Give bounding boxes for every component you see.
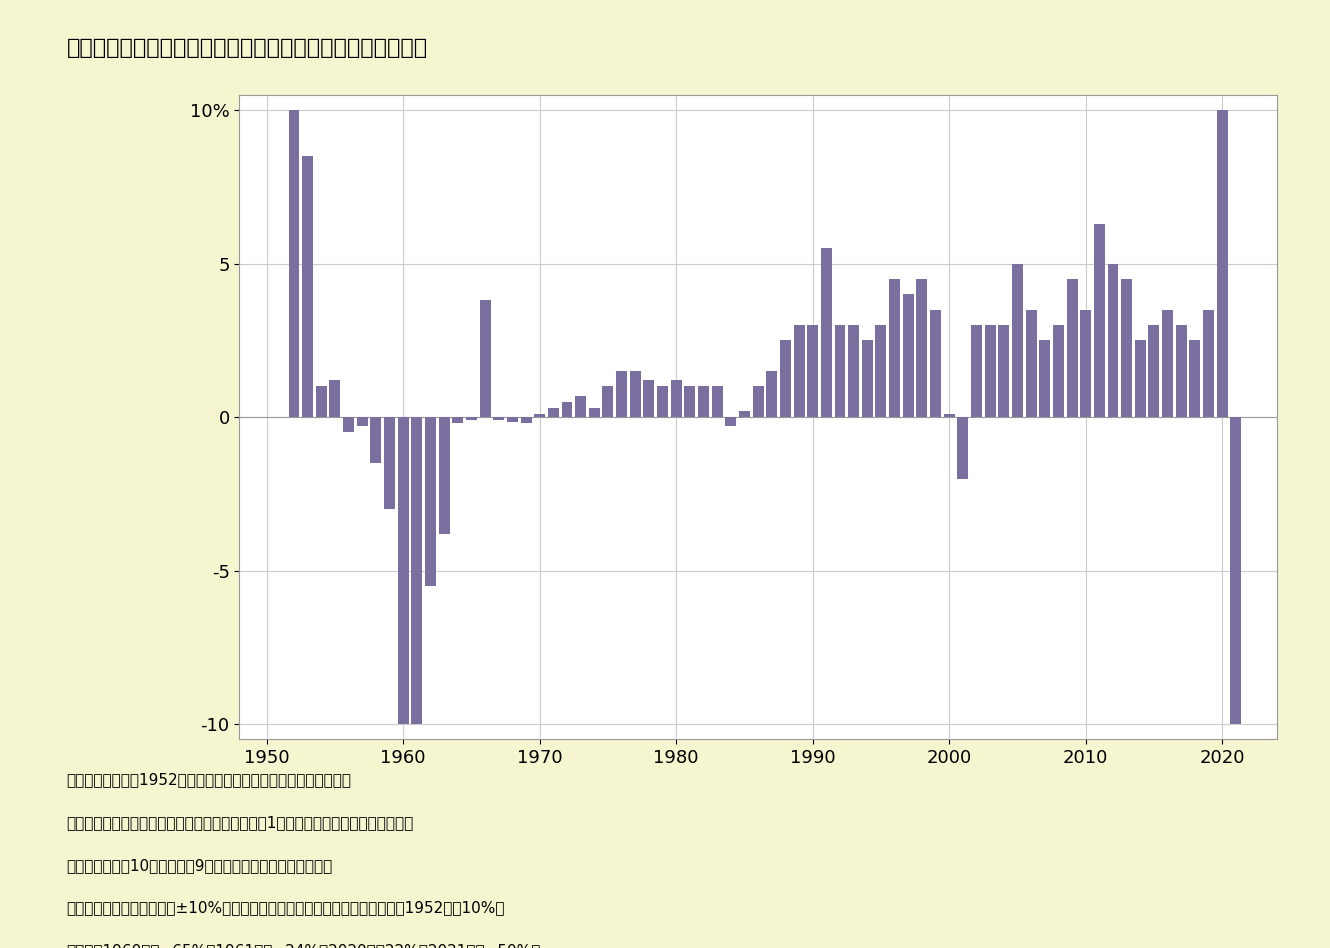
Bar <box>520 417 532 423</box>
Bar <box>1012 264 1023 417</box>
Bar <box>739 411 750 417</box>
Bar <box>1162 310 1173 417</box>
Bar <box>875 325 886 417</box>
Bar <box>1025 310 1036 417</box>
Bar <box>958 417 968 479</box>
Bar <box>1134 340 1145 417</box>
Bar <box>903 294 914 417</box>
Bar <box>561 402 572 417</box>
Bar <box>589 408 600 417</box>
Bar <box>315 387 327 417</box>
Text: （注３）紙幅の都合により±10%で表示を打ち切った。打ち切った年の値は、1952年が10%、: （注３）紙幅の都合により±10%で表示を打ち切った。打ち切った年の値は、1952… <box>66 901 505 916</box>
Text: （注１）データは1952年以降の暦年単位。短期滞在を除いた値。: （注１）データは1952年以降の暦年単位。短期滞在を除いた値。 <box>66 773 351 788</box>
Bar <box>452 417 463 423</box>
Bar <box>807 325 818 417</box>
Bar <box>1093 224 1105 417</box>
Bar <box>779 340 791 417</box>
Bar <box>821 248 831 417</box>
Bar <box>766 371 777 417</box>
Bar <box>685 387 696 417</box>
Bar <box>465 417 477 420</box>
Bar <box>1176 325 1186 417</box>
Bar <box>630 371 641 417</box>
Bar <box>507 417 517 422</box>
Bar <box>343 417 354 432</box>
Bar <box>439 417 450 534</box>
Bar <box>890 279 900 417</box>
Bar <box>1039 340 1051 417</box>
Bar <box>616 371 626 417</box>
Bar <box>944 414 955 417</box>
Bar <box>371 417 382 464</box>
Bar <box>356 417 367 427</box>
Bar <box>725 417 737 427</box>
Bar <box>398 417 408 724</box>
Text: 1960年が−65%、1961年が−24%、2020年が22%、2021年が−50%。: 1960年が−65%、1961年が−24%、2020年が22%、2021年が−5… <box>66 943 541 948</box>
Bar <box>493 417 504 420</box>
Bar <box>670 380 682 417</box>
Bar <box>849 325 859 417</box>
Bar <box>1080 310 1091 417</box>
Bar <box>480 301 491 417</box>
Bar <box>1067 279 1077 417</box>
Bar <box>411 417 423 724</box>
Bar <box>1217 110 1228 417</box>
Bar <box>712 387 722 417</box>
Bar <box>999 325 1009 417</box>
Bar <box>1204 310 1214 417</box>
Bar <box>1121 279 1132 417</box>
Bar <box>426 417 436 586</box>
Bar <box>984 325 996 417</box>
Bar <box>644 380 654 417</box>
Bar <box>916 279 927 417</box>
Bar <box>1108 264 1119 417</box>
Bar <box>1230 417 1241 724</box>
Bar <box>1189 340 1201 417</box>
Bar <box>753 387 763 417</box>
Bar <box>1053 325 1064 417</box>
Bar <box>930 310 942 417</box>
Bar <box>834 325 846 417</box>
Bar <box>330 380 340 417</box>
Bar <box>698 387 709 417</box>
Bar <box>302 156 313 417</box>
Bar <box>575 395 587 417</box>
Bar <box>535 414 545 417</box>
Bar <box>1149 325 1160 417</box>
Bar <box>602 387 613 417</box>
Bar <box>794 325 805 417</box>
Bar <box>384 417 395 509</box>
Bar <box>289 110 299 417</box>
Text: 図表４　外国人の入国者数に対する入国超過数の比率の推移: 図表４ 外国人の入国者数に対する入国超過数の比率の推移 <box>66 38 428 58</box>
Bar <box>971 325 982 417</box>
Text: （前年10月から当年9月を集計）とは、ずれがある。: （前年10月から当年9月を集計）とは、ずれがある。 <box>66 858 332 873</box>
Bar <box>657 387 668 417</box>
Bar <box>862 340 872 417</box>
Bar <box>548 408 559 417</box>
Text: （注２）このデータは暦年単位であるため、図表1で示した将来推計人口の基礎数値: （注２）このデータは暦年単位であるため、図表1で示した将来推計人口の基礎数値 <box>66 815 414 830</box>
